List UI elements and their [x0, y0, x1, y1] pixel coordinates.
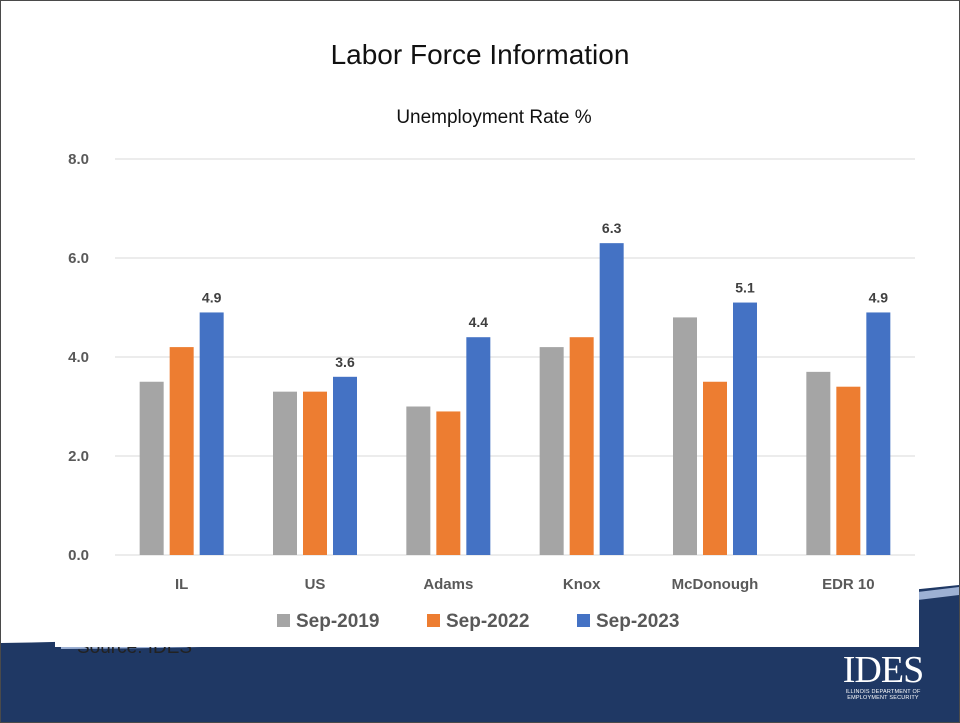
bar-il-0: [139, 381, 164, 555]
data-label-1: 3.6: [335, 354, 355, 370]
legend-swatch-0: [277, 614, 290, 627]
legend-swatch-2: [577, 614, 590, 627]
ides-logo-mark: IDES: [842, 649, 924, 691]
data-label-4: 5.1: [735, 280, 755, 296]
data-label-2: 4.4: [469, 314, 489, 330]
unemployment-bar-chart: Unemployment Rate % 0.0 2.0 4.0 6.0 8.0 4.9 3…: [68, 107, 915, 632]
ides-logo: IDES ILLINOIS DEPARTMENT OF EMPLOYMENT S…: [833, 651, 933, 709]
y-tick-label-3: 6.0: [68, 250, 89, 267]
legend-label-2: Sep-2023: [596, 611, 679, 632]
bar-adams-1: [436, 411, 461, 555]
legend-swatch-1: [427, 614, 440, 627]
chart-area: Unemployment Rate % 0.0 2.0 4.0 6.0 8.0 4.9 3…: [55, 91, 919, 647]
bar-il-1: [169, 347, 194, 555]
y-tick-label-2: 4.0: [68, 349, 89, 366]
bar-mcdonough-0: [673, 317, 697, 555]
chart-legend: Sep-2019 Sep-2022 Sep-2023: [277, 611, 679, 632]
bar-us-0: [273, 391, 297, 555]
legend-label-0: Sep-2019: [296, 611, 379, 632]
slide-title: Labor Force Information: [330, 39, 630, 70]
x-tick-label-0: IL: [175, 576, 188, 593]
bar-mcdonough-1: [703, 381, 727, 555]
bar-edr-10-0: [806, 371, 831, 555]
data-label-0: 4.9: [202, 289, 222, 305]
y-tick-label-1: 2.0: [68, 448, 89, 465]
bar-adams-2: [466, 337, 491, 555]
chart-title: Unemployment Rate %: [396, 107, 591, 128]
bar-edr-10-2: [866, 312, 891, 555]
bar-knox-0: [539, 347, 564, 555]
ides-logo-subtext: ILLINOIS DEPARTMENT OF EMPLOYMENT SECURI…: [845, 689, 921, 701]
x-axis-labels: IL US Adams Knox McDonough EDR 10: [175, 576, 875, 593]
data-labels: 4.9 3.6 4.4 6.3 5.1 4.9: [202, 220, 888, 370]
x-tick-label-4: McDonough: [672, 576, 759, 593]
y-axis-ticks: 0.0 2.0 4.0 6.0 8.0: [68, 151, 89, 564]
bar-edr-10-1: [836, 386, 861, 555]
bar-knox-2: [599, 243, 624, 555]
legend-label-1: Sep-2022: [446, 611, 529, 632]
bar-series: [139, 243, 891, 555]
y-tick-label-4: 8.0: [68, 151, 89, 168]
y-tick-label-0: 0.0: [68, 547, 89, 564]
bar-il-2: [199, 312, 224, 555]
bar-mcdonough-2: [733, 302, 757, 555]
x-tick-label-3: Knox: [563, 576, 601, 593]
bar-adams-0: [406, 406, 431, 555]
bar-us-2: [333, 376, 357, 555]
x-tick-label-5: EDR 10: [822, 576, 875, 593]
data-label-3: 6.3: [602, 220, 622, 236]
x-tick-label-2: Adams: [423, 576, 473, 593]
bar-knox-1: [569, 337, 594, 555]
gridlines: [115, 158, 915, 556]
bar-us-1: [303, 391, 327, 555]
x-tick-label-1: US: [305, 576, 326, 593]
data-label-5: 4.9: [869, 289, 889, 305]
